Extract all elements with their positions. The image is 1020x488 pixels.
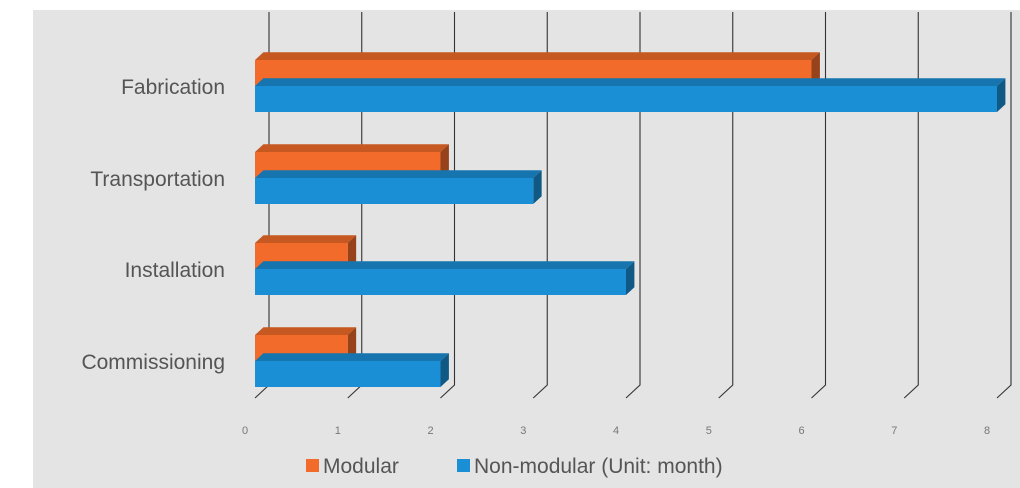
gridline <box>996 12 1012 399</box>
x-tick-label: 4 <box>613 425 619 437</box>
category-labels: Fabrication Transportation Installation Com… <box>81 76 225 374</box>
legend: Modular Non-modular (Unit: month) <box>306 455 723 478</box>
bar-non-modular-transportation <box>255 170 542 204</box>
legend-swatch <box>457 459 470 472</box>
bar-non-modular-installation <box>255 261 635 295</box>
x-tick-label: 0 <box>242 425 248 437</box>
legend-label: Non-modular (Unit: month) <box>474 455 723 478</box>
bars <box>255 52 1006 387</box>
bar-non-modular-commissioning <box>255 353 449 387</box>
x-axis-ticks: 0 1 2 3 4 5 6 7 8 <box>242 425 990 437</box>
x-tick-label: 2 <box>427 425 433 437</box>
x-tick-label: 1 <box>335 425 341 437</box>
gridline <box>718 12 734 399</box>
gridline <box>903 12 919 399</box>
x-tick-label: 8 <box>984 425 990 437</box>
gridline <box>532 12 548 399</box>
x-tick-label: 6 <box>798 425 804 437</box>
legend-label: Modular <box>323 455 399 478</box>
category-label: Transportation <box>90 168 225 191</box>
gridline <box>625 12 641 399</box>
x-tick-label: 7 <box>891 425 897 437</box>
legend-swatch <box>306 459 319 472</box>
legend-item: Non-modular (Unit: month) <box>457 455 723 478</box>
gridline <box>811 12 827 399</box>
legend-item: Modular <box>306 455 399 478</box>
x-tick-label: 3 <box>520 425 526 437</box>
gridline <box>440 12 456 399</box>
category-label: Installation <box>125 259 225 282</box>
category-label: Fabrication <box>121 76 225 99</box>
category-label: Commissioning <box>81 351 225 374</box>
x-tick-label: 5 <box>706 425 712 437</box>
bar-non-modular-fabrication <box>255 78 1006 112</box>
